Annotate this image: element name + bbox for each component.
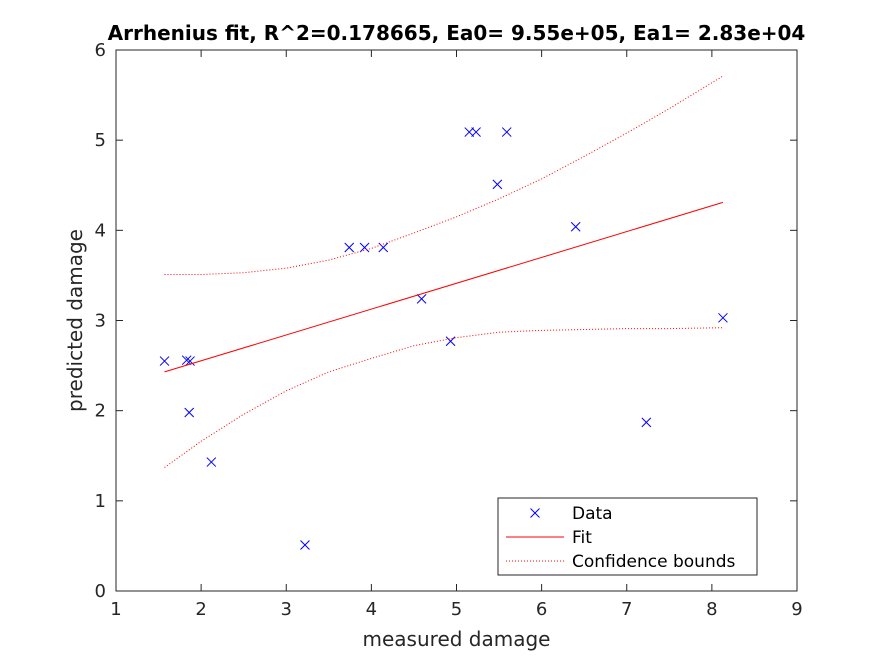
- x-axis-label: measured damage: [363, 627, 551, 651]
- marker-stroke: [416, 294, 427, 304]
- marker-stroke: [492, 179, 503, 190]
- x-tick-label: 6: [536, 599, 547, 620]
- data-point: [159, 356, 170, 366]
- marker-stroke: [206, 457, 217, 467]
- y-tick-label: 6: [95, 40, 106, 61]
- data-point: [344, 242, 355, 253]
- legend-label: Fit: [572, 528, 592, 548]
- data-point: [185, 356, 195, 366]
- y-tick-label: 4: [95, 220, 106, 241]
- marker-stroke: [718, 312, 728, 323]
- chart-title: Arrhenius fit, R^2=0.178665, Ea0= 9.55e+…: [108, 21, 806, 45]
- x-tick-label: 4: [366, 599, 377, 620]
- fit-line: [164, 201, 724, 373]
- y-tick-label: 5: [95, 130, 106, 151]
- data-point: [445, 336, 456, 347]
- marker-stroke: [501, 127, 512, 137]
- marker-stroke: [159, 356, 170, 366]
- x-tick-label: 9: [791, 599, 802, 620]
- legend-label: Data: [572, 504, 613, 524]
- data-point: [181, 355, 192, 366]
- data-point: [492, 179, 503, 190]
- data-point: [718, 312, 728, 323]
- data-point: [471, 127, 481, 137]
- y-tick-label: 3: [95, 311, 106, 332]
- legend-label: Confidence bounds: [572, 552, 736, 572]
- legend: Data Fit Confidence bounds: [497, 497, 758, 576]
- marker-stroke: [641, 417, 652, 428]
- data-point: [359, 242, 370, 253]
- series-layer: [159, 75, 728, 550]
- data-point: [501, 127, 512, 137]
- data-point: [416, 294, 427, 304]
- y-tick-label: 1: [95, 491, 106, 512]
- legend-marker-data: [530, 508, 540, 518]
- marker-stroke: [359, 242, 370, 253]
- marker-stroke: [378, 242, 389, 253]
- marker-stroke: [445, 336, 456, 347]
- data-point: [378, 242, 389, 253]
- y-axis-label: predicted damage: [63, 229, 87, 412]
- marker-stroke: [344, 242, 355, 253]
- y-tick-label: 0: [95, 581, 106, 602]
- data-point: [464, 127, 475, 137]
- marker-stroke: [570, 221, 581, 232]
- marker-stroke: [471, 127, 481, 137]
- y-tick-label: 2: [95, 401, 106, 422]
- data-point: [206, 457, 217, 467]
- marker-stroke: [185, 356, 195, 366]
- data-point: [184, 407, 195, 418]
- data-point: [570, 221, 581, 232]
- x-tick-label: 7: [621, 599, 632, 620]
- x-tick-label: 2: [195, 599, 206, 620]
- x-tick-label: 5: [451, 599, 462, 620]
- data-point: [641, 417, 652, 428]
- x-tick-label: 3: [281, 599, 292, 620]
- marker-stroke: [464, 127, 475, 137]
- x-tick-label: 8: [706, 599, 717, 620]
- marker-stroke: [181, 355, 192, 366]
- x-tick-label: 1: [110, 599, 121, 620]
- confidence-bound-line: [164, 327, 723, 468]
- data-point: [300, 540, 310, 550]
- marker-stroke: [184, 407, 195, 418]
- marker-stroke: [530, 508, 540, 518]
- marker-stroke: [300, 540, 310, 550]
